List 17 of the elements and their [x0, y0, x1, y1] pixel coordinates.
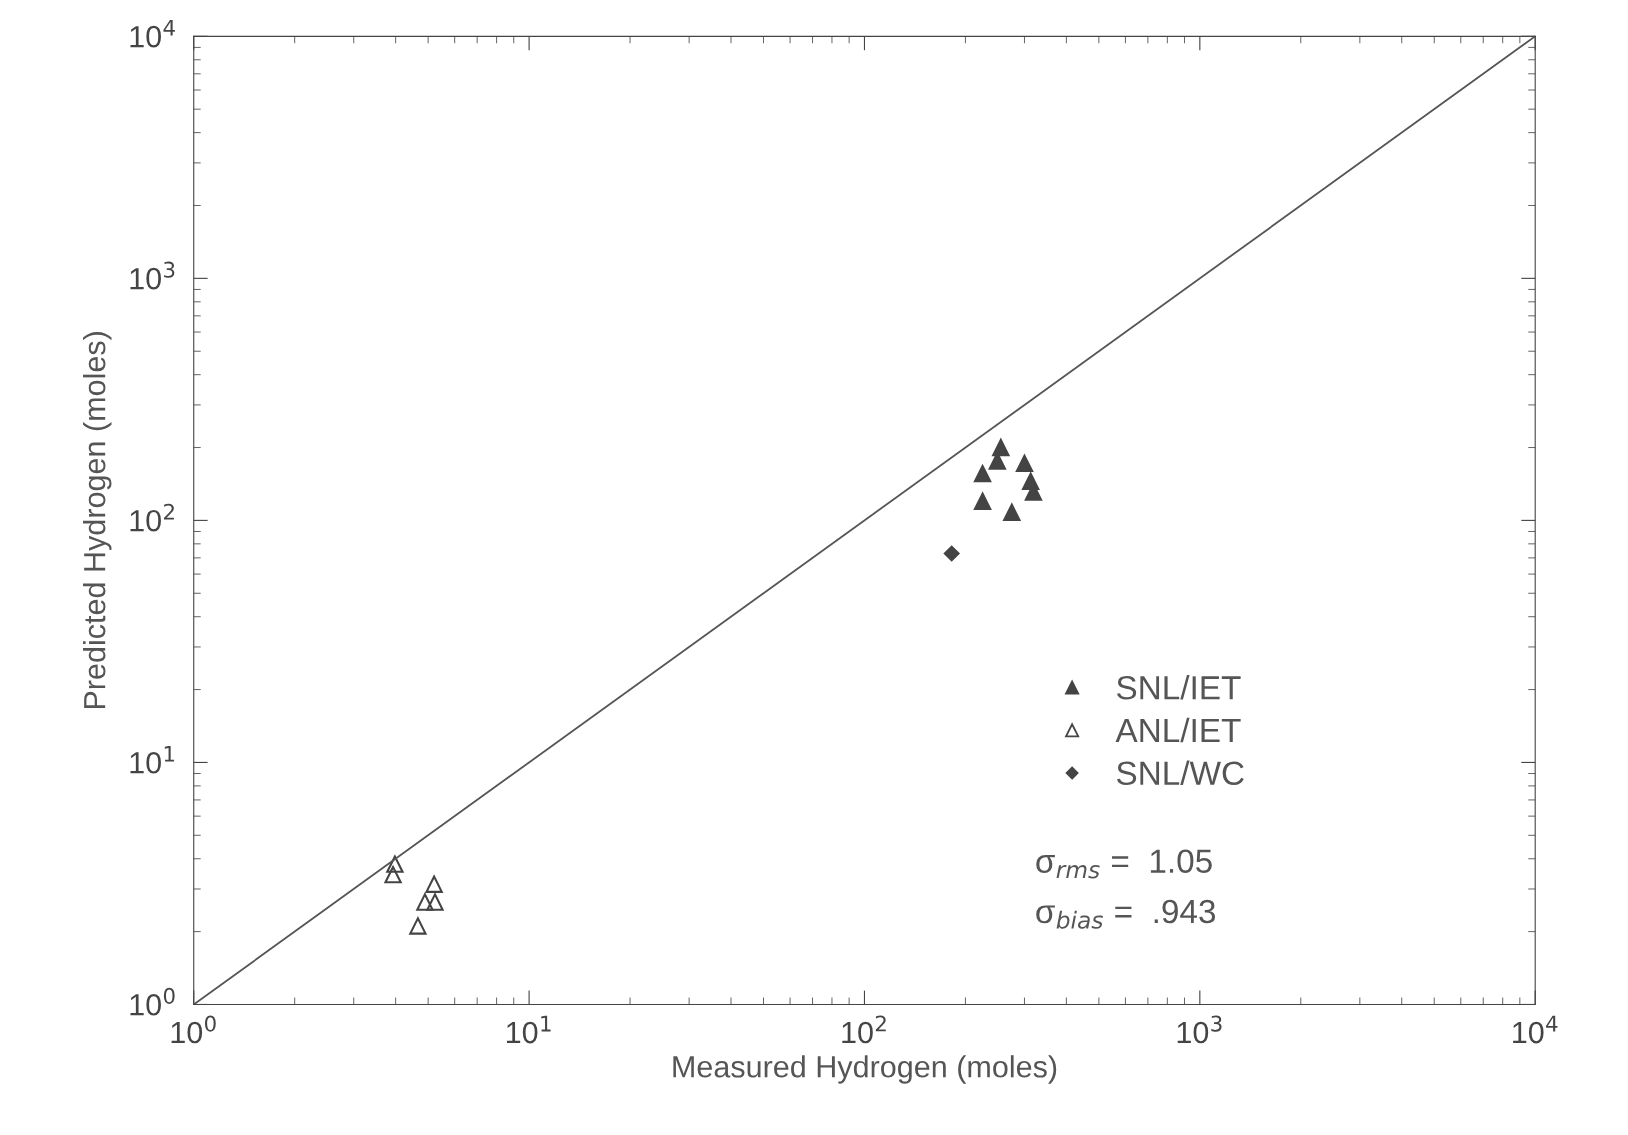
x-tick-label: 10$^{2}$ — [842, 1015, 886, 1044]
legend-label: ANL/IET — [1115, 717, 1241, 743]
y-tick-label: 10$^{0}$ — [130, 987, 175, 1016]
y-tick-label: 10$^{4}$ — [130, 19, 175, 48]
y-axis-title: Predicted Hydrogen (moles) — [83, 332, 112, 709]
annotation: σ$_{rms}$ = 1.05 — [1036, 849, 1212, 879]
x-axis-title: Measured Hydrogen (moles) — [673, 1055, 1057, 1084]
x-tick-label: 10$^{4}$ — [1513, 1015, 1558, 1044]
x-tick-label: 10$^{3}$ — [1177, 1015, 1222, 1044]
y-tick-label: 10$^{2}$ — [130, 503, 174, 532]
legend-label: SNL/IET — [1116, 675, 1241, 700]
x-tick-label: 10$^{1}$ — [506, 1015, 551, 1044]
annotation: σ$_{bias}$ = .943 — [1036, 899, 1216, 929]
x-tick-label: 10$^{0}$ — [171, 1015, 216, 1044]
y-tick-label: 10$^{3}$ — [130, 261, 175, 290]
y-tick-label: 10$^{1}$ — [130, 746, 175, 774]
legend-label: SNL/WC — [1116, 760, 1244, 786]
